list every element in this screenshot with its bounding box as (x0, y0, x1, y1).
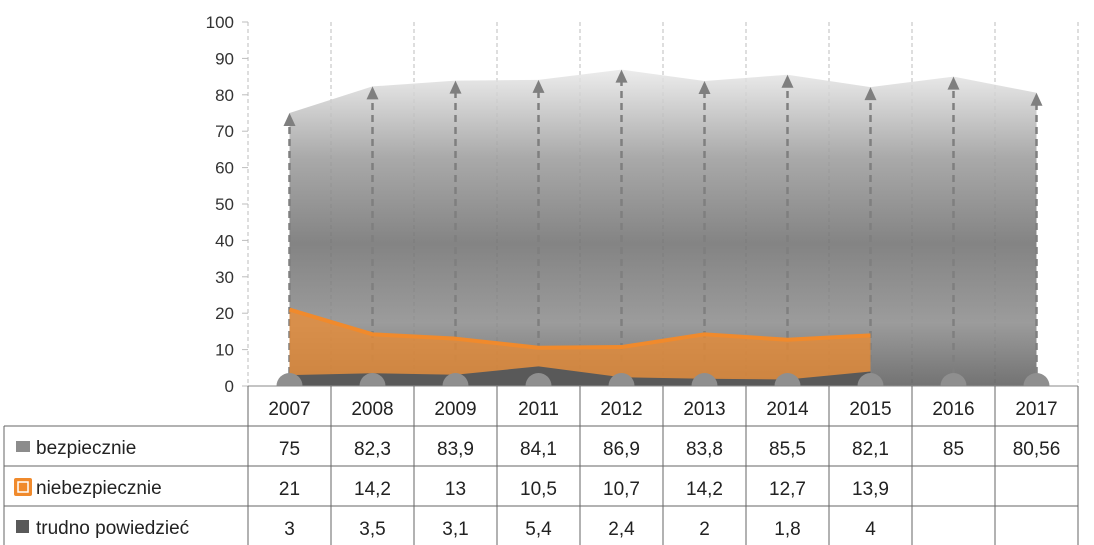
x-category-label: 2017 (1015, 399, 1057, 420)
x-category-label: 2008 (351, 399, 393, 420)
x-category-label: 2015 (849, 399, 891, 420)
arrowhead-bezpiecznie (864, 87, 877, 101)
arrowhead-bezpiecznie (449, 80, 462, 94)
table-cell-value: 14,2 (354, 479, 391, 500)
arrowhead-bezpiecznie (283, 113, 296, 126)
table-cell-value: 3,1 (442, 519, 468, 540)
table-cell-value: 21 (279, 479, 300, 500)
table-cell-value: 4 (865, 519, 876, 540)
arrowhead-bezpiecznie (366, 86, 379, 100)
y-tick-label: 10 (215, 341, 234, 360)
y-tick-label: 50 (215, 195, 234, 214)
arrowhead-bezpiecznie (947, 76, 960, 90)
arrowhead-bezpiecznie (698, 80, 711, 94)
table-cell-value: 2 (699, 519, 710, 540)
baseline-marker (940, 373, 967, 386)
table-cell-value: 10,5 (520, 479, 557, 500)
x-category-label: 2011 (518, 399, 559, 420)
y-tick-label: 60 (215, 159, 234, 178)
legend-label: bezpiecznie (36, 438, 136, 459)
table-cell-value: 1,8 (774, 519, 800, 540)
area-bezpiecznie (289, 69, 1037, 387)
baseline-marker (857, 373, 884, 386)
table-cell-value: 13 (445, 479, 466, 500)
x-category-label: 2016 (932, 399, 974, 420)
table-cell-value: 13,9 (852, 479, 889, 500)
arrowhead-bezpiecznie (532, 79, 545, 93)
table-cell-value: 3,5 (359, 519, 385, 540)
y-tick-label: 70 (215, 122, 234, 141)
table-cell-value: 83,9 (437, 439, 474, 460)
x-category-label: 2012 (600, 399, 642, 420)
y-tick-label: 90 (215, 49, 234, 68)
y-tick-label: 30 (215, 268, 234, 287)
table-cell-value: 2,4 (608, 519, 635, 540)
legend-key-trudno-powiedziec (16, 520, 29, 533)
table-cell-value: 86,9 (603, 439, 640, 460)
table-cell-value: 83,8 (686, 439, 723, 460)
baseline-marker (276, 373, 303, 386)
table-cell-value: 10,7 (603, 479, 640, 500)
table-cell-value: 82,3 (354, 439, 391, 460)
legend-label: niebezpiecznie (36, 478, 162, 499)
arrowhead-bezpiecznie (615, 69, 628, 83)
table-cell-value: 3 (284, 519, 295, 540)
table-cell-value: 84,1 (520, 439, 557, 460)
y-tick-label: 0 (225, 377, 234, 396)
legend-key-bezpiecznie (16, 441, 30, 452)
baseline-marker (359, 373, 386, 386)
legend-key-inner (17, 481, 29, 493)
legend-key-niebezpiecznie (14, 478, 32, 496)
baseline-marker (691, 373, 718, 386)
table-cell-value: 85 (943, 439, 964, 460)
table-cell-value: 85,5 (769, 439, 806, 460)
baseline-marker (1023, 373, 1050, 386)
baseline-marker (442, 373, 469, 386)
x-category-label: 2007 (268, 399, 310, 420)
line-niebezpiecznie (288, 307, 871, 350)
baseline-marker (608, 373, 635, 386)
legend-label: trudno powiedzieć (36, 518, 189, 539)
y-tick-label: 80 (215, 86, 234, 105)
baseline-marker (525, 373, 552, 386)
y-tick-label: 100 (206, 13, 234, 32)
table-cell-value: 75 (279, 439, 300, 460)
x-category-label: 2013 (683, 399, 725, 420)
table-cell-value: 12,7 (769, 479, 806, 500)
baseline-marker (774, 373, 801, 386)
area-trudno-powiedziec (289, 366, 871, 386)
x-category-label: 2014 (766, 399, 809, 420)
table-cell-value: 5,4 (525, 519, 552, 540)
arrowhead-bezpiecznie (1030, 92, 1043, 106)
y-tick-label: 40 (215, 231, 234, 250)
table-cell-value: 82,1 (852, 439, 889, 460)
table-cell-value: 14,2 (686, 479, 723, 500)
y-tick-label: 20 (215, 304, 234, 323)
arrowhead-bezpiecznie (781, 74, 794, 88)
table-cell-value: 80,56 (1013, 439, 1061, 460)
x-category-label: 2009 (434, 399, 476, 420)
